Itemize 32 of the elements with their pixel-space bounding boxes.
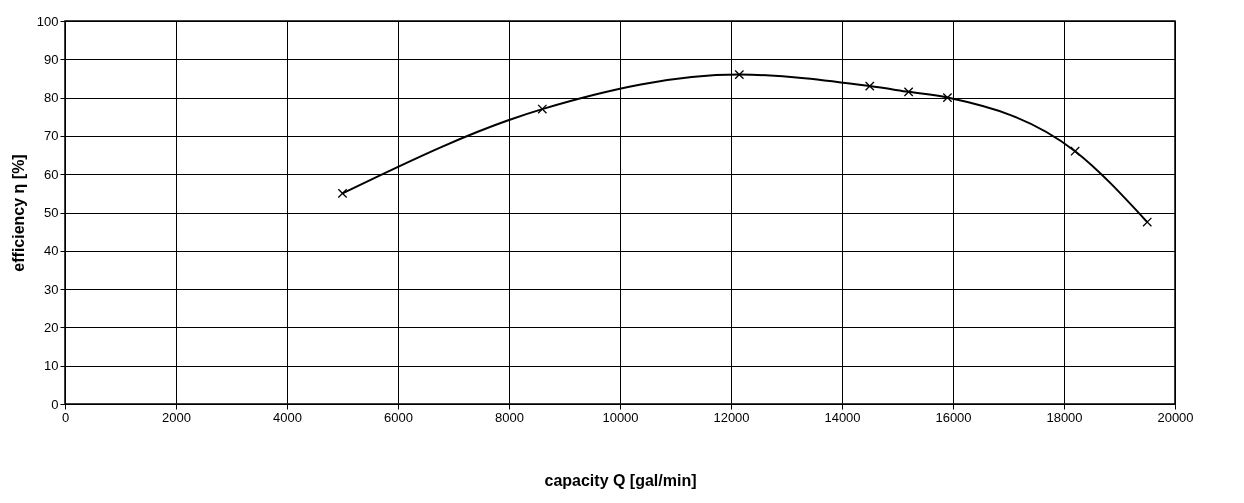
y-tick-label: 80 [44, 90, 59, 106]
point [864, 81, 875, 91]
y-tick-label: 30 [44, 281, 59, 297]
point [734, 69, 745, 80]
y-tick-label: 10 [44, 358, 59, 374]
point [1070, 146, 1080, 157]
x-tick-label: 8000 [495, 409, 524, 425]
y-axis-title: efficiency η [%] [9, 154, 27, 272]
x-tick-label: 10000 [602, 409, 639, 425]
x-tick-label: 18000 [1046, 409, 1083, 425]
x-tick-label: 20000 [1157, 409, 1194, 425]
y-tick-label: 60 [44, 166, 59, 182]
point [337, 188, 348, 199]
x-axis-title: capacity Q [gal/min] [544, 471, 697, 489]
x-tick-label: 4000 [273, 409, 302, 425]
x-tick-label: 14000 [824, 409, 861, 425]
x-tick-label: 0 [61, 409, 70, 425]
x-tick-label: 6000 [384, 409, 413, 425]
point [942, 92, 953, 103]
x-tick-label: 16000 [935, 409, 972, 425]
y-tick-label: 0 [51, 396, 59, 412]
y-tick-label: 50 [44, 205, 59, 220]
y-tick-label: 70 [44, 128, 59, 144]
point [1142, 217, 1153, 227]
point [537, 104, 548, 114]
y-tick-label: 40 [44, 243, 59, 259]
y-tick-label: 20 [44, 319, 59, 335]
y-tick-label: 100 [36, 13, 59, 29]
x-tick-label: 2000 [162, 409, 191, 425]
y-tick-label: 90 [44, 51, 59, 67]
point [903, 87, 914, 97]
x-tick-label: 12000 [713, 409, 750, 425]
